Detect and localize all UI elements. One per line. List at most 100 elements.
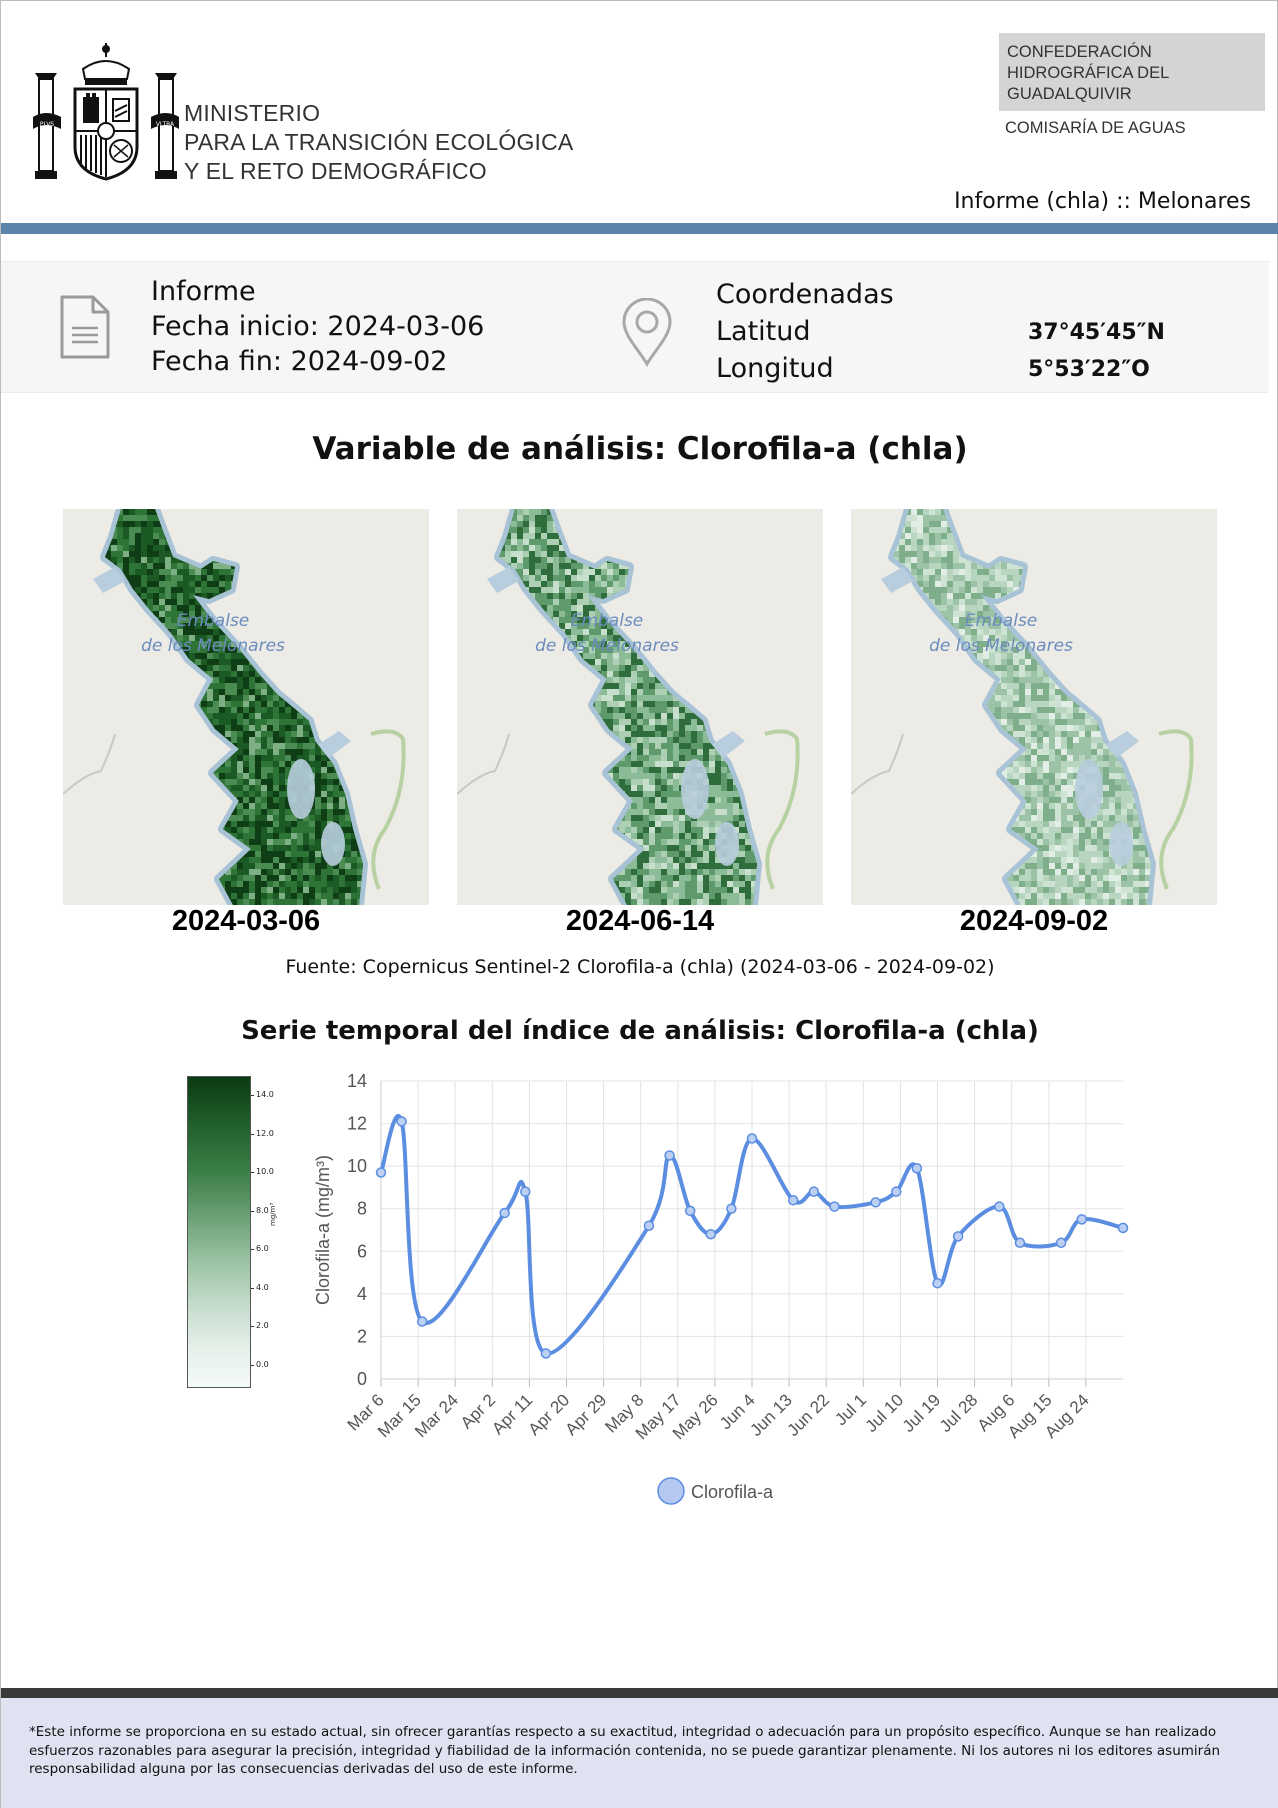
map-date-3: 2024-09-02 <box>959 905 1109 937</box>
data-point <box>664 1150 675 1161</box>
data-point <box>726 1203 737 1214</box>
maps-title: Variable de análisis: Clorofila-a (chla) <box>312 431 968 467</box>
data-point <box>787 1194 799 1206</box>
colorbar-tick: 10.0 <box>251 1167 274 1176</box>
reservoir-label-line-2: de los Melonares <box>535 636 679 656</box>
x-tick-label: Jul 28 <box>936 1390 982 1436</box>
y-tick-label: 8 <box>357 1199 367 1219</box>
disclaimer-text: *Este informe se proporciona en su estad… <box>1 1698 1278 1808</box>
data-point <box>746 1133 758 1144</box>
latitude-value: 37°45′45″N <box>1028 320 1165 345</box>
longitude-value: 5°53′22″O <box>1028 357 1150 382</box>
report-dates: Informe Fecha inicio: 2024-03-06 Fecha f… <box>151 274 484 379</box>
reservoir-label-line-1: Embalse <box>571 611 644 631</box>
y-tick-label: 0 <box>357 1369 367 1389</box>
data-point <box>684 1205 696 1217</box>
start-date-value: 2024-03-06 <box>327 311 485 342</box>
confederation-box: CONFEDERACIÓN HIDROGRÁFICA DEL GUADALQUI… <box>999 33 1265 111</box>
data-point <box>829 1201 840 1212</box>
y-tick-label: 10 <box>347 1156 367 1176</box>
seal-text-right: VLTRA <box>156 121 175 128</box>
latitude-label: Latitud <box>716 316 811 347</box>
data-point <box>952 1231 964 1242</box>
colorbar-tick: 6.0 <box>251 1244 269 1253</box>
end-date-label: Fecha fin: <box>151 346 291 377</box>
map-image-1: Embalse de los Melonares <box>63 509 429 905</box>
y-axis-label: Clorofila-a (mg/m³) <box>313 1155 333 1305</box>
coordinate-values: 37°45′45″N 5°53′22″O <box>1028 314 1165 388</box>
x-tick-label: Jul 10 <box>862 1390 908 1436</box>
location-pin-icon <box>622 298 672 368</box>
reservoir-label-line-2: de los Melonares <box>929 636 1073 656</box>
colorbar-ticks: 14.0 12.0 10.0 8.0 6.0 4.0 2.0 0.0 <box>251 1076 291 1388</box>
data-point <box>1055 1237 1067 1249</box>
data-point <box>911 1163 923 1174</box>
data-point <box>1014 1237 1026 1249</box>
legend-label: Clorofila-a <box>691 1482 774 1502</box>
data-point <box>870 1197 881 1208</box>
reservoir-label-line-1: Embalse <box>177 611 250 631</box>
ministry-line-1: MINISTERIO <box>184 100 321 126</box>
ministry-name: MINISTERIO PARA LA TRANSICIÓN ECOLÓGICA … <box>184 99 573 186</box>
map-image-2: Embalse de los Melonares <box>457 509 823 905</box>
data-point <box>396 1116 407 1127</box>
coords-label: Coordenadas <box>716 279 894 310</box>
reservoir-label-line-2: de los Melonares <box>141 636 285 656</box>
start-date-label: Fecha inicio: <box>151 311 328 342</box>
x-tick-label: Apr 29 <box>562 1390 611 1439</box>
footer-divider <box>1 1688 1278 1698</box>
y-tick-label: 14 <box>347 1071 367 1091</box>
coordinates-block: Coordenadas Latitud Longitud <box>716 276 894 387</box>
colorbar-tick: 8.0 <box>251 1206 269 1215</box>
data-point <box>375 1167 387 1178</box>
data-point <box>994 1201 1005 1212</box>
legend-marker <box>657 1477 685 1505</box>
data-source-note: Fuente: Copernicus Sentinel-2 Clorofila-… <box>285 956 995 978</box>
ministry-line-2: PARA LA TRANSICIÓN ECOLÓGICA <box>184 129 574 155</box>
colorbar-tick: 4.0 <box>251 1283 269 1292</box>
header-divider <box>1 223 1278 234</box>
coat-of-arms-logo: PLVS VLTRA <box>31 39 181 189</box>
data-point <box>808 1186 820 1197</box>
end-date-value: 2024-09-02 <box>290 346 448 377</box>
report-name: Informe (chla) :: Melonares <box>954 189 1251 214</box>
y-tick-label: 6 <box>357 1241 367 1261</box>
seal-text-left: PLVS <box>40 121 54 128</box>
start-date-row: Fecha inicio: 2024-03-06 <box>151 309 484 344</box>
data-point <box>705 1229 717 1240</box>
data-point <box>891 1186 902 1197</box>
colorbar-tick: 2.0 <box>251 1321 269 1330</box>
y-tick-label: 2 <box>357 1326 367 1346</box>
comisaria-label: COMISARÍA DE AGUAS <box>1005 119 1186 137</box>
report-label: Informe <box>151 276 256 307</box>
data-point <box>1076 1214 1088 1225</box>
data-point <box>520 1186 531 1197</box>
map-date-2: 2024-06-14 <box>565 905 715 937</box>
y-tick-label: 4 <box>357 1284 367 1304</box>
data-point <box>1117 1222 1129 1234</box>
colorbar <box>187 1076 251 1388</box>
colorbar-tick: 12.0 <box>251 1129 274 1138</box>
x-tick-label: Jul 19 <box>899 1390 945 1436</box>
colorbar-unit: mg/m³ <box>269 1202 277 1226</box>
data-point <box>416 1316 428 1327</box>
ministry-line-3: Y EL RETO DEMOGRÁFICO <box>184 158 487 184</box>
reservoir-label-line-1: Embalse <box>965 611 1038 631</box>
document-icon <box>60 295 110 359</box>
x-tick-label: Jun 22 <box>783 1390 833 1440</box>
data-point <box>932 1277 943 1289</box>
colorbar-tick: 0.0 <box>251 1360 269 1369</box>
colorbar-tick: 14.0 <box>251 1090 274 1099</box>
map-date-1: 2024-03-06 <box>171 905 321 937</box>
series-title: Serie temporal del índice de análisis: C… <box>241 1016 1039 1046</box>
report-info-band: Informe Fecha inicio: 2024-03-06 Fecha f… <box>1 261 1269 393</box>
data-point <box>643 1220 655 1231</box>
longitude-label: Longitud <box>716 353 834 384</box>
data-point <box>499 1207 510 1219</box>
map-image-3: Embalse de los Melonares <box>851 509 1217 905</box>
data-point <box>540 1348 552 1359</box>
x-tick-label: Apr 20 <box>524 1390 573 1439</box>
end-date-row: Fecha fin: 2024-09-02 <box>151 344 484 379</box>
